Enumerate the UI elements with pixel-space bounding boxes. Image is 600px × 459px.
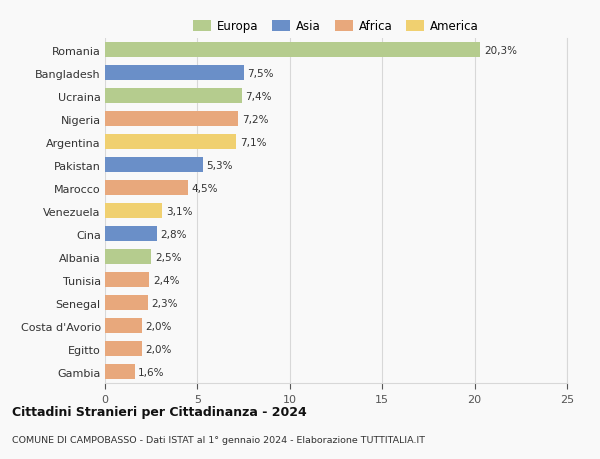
Text: 7,1%: 7,1%	[240, 137, 266, 147]
Bar	[105, 341, 142, 356]
Bar	[105, 296, 148, 310]
Text: 2,0%: 2,0%	[146, 321, 172, 331]
Bar	[105, 43, 480, 58]
Bar	[105, 364, 134, 379]
Text: 2,4%: 2,4%	[153, 275, 179, 285]
Text: 2,0%: 2,0%	[146, 344, 172, 354]
Text: 7,2%: 7,2%	[242, 114, 268, 124]
Bar	[105, 204, 162, 218]
Text: 5,3%: 5,3%	[206, 160, 233, 170]
Bar	[105, 112, 238, 127]
Text: 4,5%: 4,5%	[192, 183, 218, 193]
Bar	[105, 89, 242, 104]
Bar	[105, 250, 151, 264]
Text: 2,5%: 2,5%	[155, 252, 181, 262]
Bar	[105, 319, 142, 333]
Text: 7,5%: 7,5%	[247, 68, 274, 78]
Bar	[105, 227, 157, 241]
Text: 1,6%: 1,6%	[138, 367, 165, 377]
Legend: Europa, Asia, Africa, America: Europa, Asia, Africa, America	[188, 16, 484, 38]
Text: 20,3%: 20,3%	[484, 45, 517, 56]
Bar	[105, 66, 244, 81]
Bar	[105, 181, 188, 196]
Bar	[105, 158, 203, 173]
Text: 2,3%: 2,3%	[151, 298, 178, 308]
Text: 3,1%: 3,1%	[166, 206, 193, 216]
Bar	[105, 135, 236, 150]
Text: COMUNE DI CAMPOBASSO - Dati ISTAT al 1° gennaio 2024 - Elaborazione TUTTITALIA.I: COMUNE DI CAMPOBASSO - Dati ISTAT al 1° …	[12, 435, 425, 443]
Text: 2,8%: 2,8%	[160, 229, 187, 239]
Text: 7,4%: 7,4%	[245, 91, 272, 101]
Text: Cittadini Stranieri per Cittadinanza - 2024: Cittadini Stranieri per Cittadinanza - 2…	[12, 405, 307, 419]
Bar	[105, 273, 149, 287]
